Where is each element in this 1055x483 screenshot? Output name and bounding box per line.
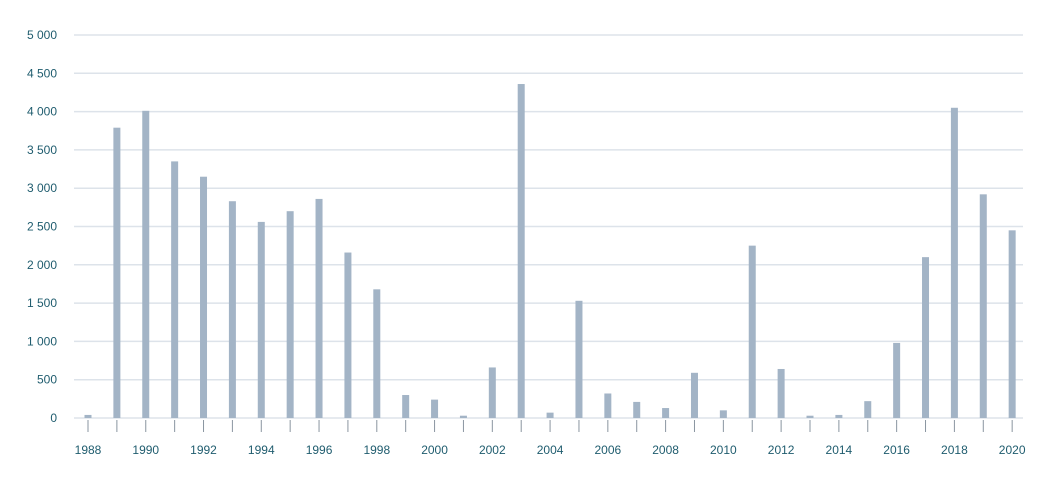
y-tick-label: 3 000 (27, 181, 57, 195)
x-tick-label: 2002 (479, 443, 506, 457)
x-tick-label: 2008 (652, 443, 679, 457)
x-tick-label: 2000 (421, 443, 448, 457)
y-tick-label: 3 500 (27, 143, 57, 157)
bar-2000 (431, 399, 439, 418)
y-tick-label: 2 000 (27, 258, 57, 272)
bar-1999 (402, 395, 410, 418)
bar-2016 (893, 342, 901, 418)
y-tick-label: 4 500 (27, 66, 57, 80)
bar-1998 (373, 289, 381, 418)
x-tick-label: 2016 (883, 443, 910, 457)
bar-2009 (690, 372, 698, 418)
x-tick-label: 2018 (941, 443, 968, 457)
bar-2019 (979, 194, 987, 418)
x-axis-ticks (87, 420, 1013, 432)
bar-2017 (922, 257, 930, 418)
bar-2012 (777, 368, 785, 418)
bar-2003 (517, 84, 525, 419)
y-axis-labels: 0 500 1 000 1 500 2 000 2 500 3 000 3 500 4 000 4… (27, 28, 57, 425)
bar-2013 (806, 415, 814, 418)
bar-2002 (488, 367, 496, 418)
bar-2005 (575, 300, 583, 418)
bar-1988 (84, 414, 92, 418)
bar-2008 (662, 408, 670, 418)
x-tick-label: 1990 (132, 443, 159, 457)
bar-2020 (1008, 230, 1016, 418)
x-axis-labels: 1988 1990 1992 1994 1996 1998 2000 2002 2004 2006… (75, 443, 1026, 457)
x-tick-label: 2010 (710, 443, 737, 457)
x-tick-label: 1998 (363, 443, 390, 457)
bar-1989 (113, 127, 121, 418)
bar-1997 (344, 252, 352, 418)
x-tick-label: 2006 (594, 443, 621, 457)
gridlines (74, 34, 1023, 419)
bar-1990 (142, 110, 150, 419)
x-tick-label: 2012 (768, 443, 795, 457)
bar-2006 (604, 393, 612, 418)
bar-2007 (633, 401, 641, 418)
bar-1991 (171, 161, 179, 418)
y-tick-label: 1 500 (27, 296, 57, 310)
bar-2010 (719, 410, 727, 418)
x-tick-label: 1994 (248, 443, 275, 457)
bar-1993 (228, 201, 236, 418)
y-tick-label: 2 500 (27, 220, 57, 234)
bar-2015 (864, 401, 872, 418)
bar-1995 (286, 211, 294, 418)
x-tick-label: 2014 (826, 443, 853, 457)
x-tick-label: 1992 (190, 443, 217, 457)
y-tick-label: 5 000 (27, 28, 57, 42)
bar-2018 (950, 107, 958, 419)
x-tick-label: 2004 (537, 443, 564, 457)
bar-2011 (748, 245, 756, 418)
bars (84, 84, 1016, 419)
bar-1996 (315, 198, 323, 418)
x-tick-label: 1988 (75, 443, 102, 457)
y-tick-label: 4 000 (27, 105, 57, 119)
bar-2014 (835, 414, 843, 418)
y-tick-label: 500 (37, 373, 57, 387)
bar-1992 (200, 176, 208, 418)
bar-2004 (546, 412, 554, 418)
bar-2001 (459, 415, 467, 418)
bar-1994 (257, 221, 265, 418)
x-tick-label: 2020 (999, 443, 1026, 457)
y-tick-label: 1 000 (27, 334, 57, 348)
x-tick-label: 1996 (306, 443, 333, 457)
y-tick-label: 0 (50, 411, 57, 425)
